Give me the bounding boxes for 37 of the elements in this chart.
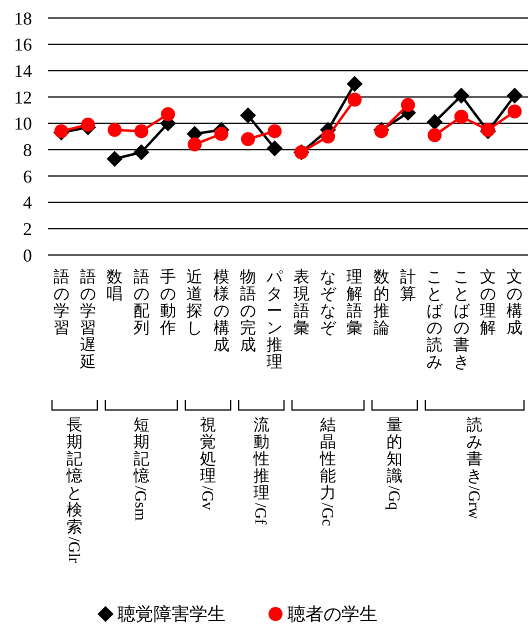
- y-tick-label: 8: [23, 140, 32, 160]
- x-tick-label: ことばの読み: [426, 269, 444, 372]
- x-tick-label: 文の構成: [506, 268, 523, 338]
- text: 長期記憶と検索/Glr: [65, 417, 83, 564]
- x-tick-label: 計算: [400, 268, 416, 304]
- x-tick-label: 理解語彙: [346, 269, 363, 338]
- text: 量的知識/Gq: [385, 417, 403, 510]
- text: 視覚処理/Gv: [198, 416, 216, 510]
- x-tick-label: 語の学習: [53, 268, 70, 338]
- x-tick-label: 物語の完成: [240, 269, 256, 354]
- text: 結晶性能力/Gc: [318, 417, 336, 526]
- x-tick-label: 数的推論: [373, 269, 390, 338]
- text: 読み書き/Grw: [465, 416, 483, 520]
- legend-label: 聴覚障害学生: [118, 604, 226, 624]
- y-tick-label: 6: [23, 166, 32, 186]
- x-tick-label: 模様の構成: [213, 268, 230, 354]
- y-tick-label: 0: [23, 245, 32, 266]
- y-tick-label: 4: [23, 192, 32, 213]
- x-tick-label: パターン推理: [266, 269, 284, 372]
- y-tick-label: 14: [14, 60, 32, 81]
- x-tick-label: 数唱: [106, 269, 123, 304]
- x-tick-label: なぞなぞ: [320, 269, 337, 338]
- y-tick-label: 18: [14, 8, 32, 28]
- x-tick-label: 手の動作: [159, 268, 176, 338]
- x-tick-label: 文の理解: [480, 268, 496, 338]
- legend-label: 聴者の学生: [288, 604, 378, 624]
- y-tick-label: 16: [14, 34, 32, 55]
- y-tick-label: 10: [14, 114, 32, 134]
- y-tick-label: 2: [23, 218, 32, 239]
- y-tick-label: 12: [14, 87, 32, 108]
- x-tick-label: 語の配列: [133, 268, 150, 338]
- x-tick-label: 語の学習遅延: [79, 268, 96, 372]
- x-tick-label: 表現語彙: [293, 268, 310, 338]
- text: 流動性推理/Gf: [252, 416, 270, 525]
- text: 短期記憶/Gsm: [132, 417, 150, 522]
- x-tick-label: ことばの書き: [453, 269, 470, 372]
- x-tick-label: 近道探し: [186, 268, 203, 338]
